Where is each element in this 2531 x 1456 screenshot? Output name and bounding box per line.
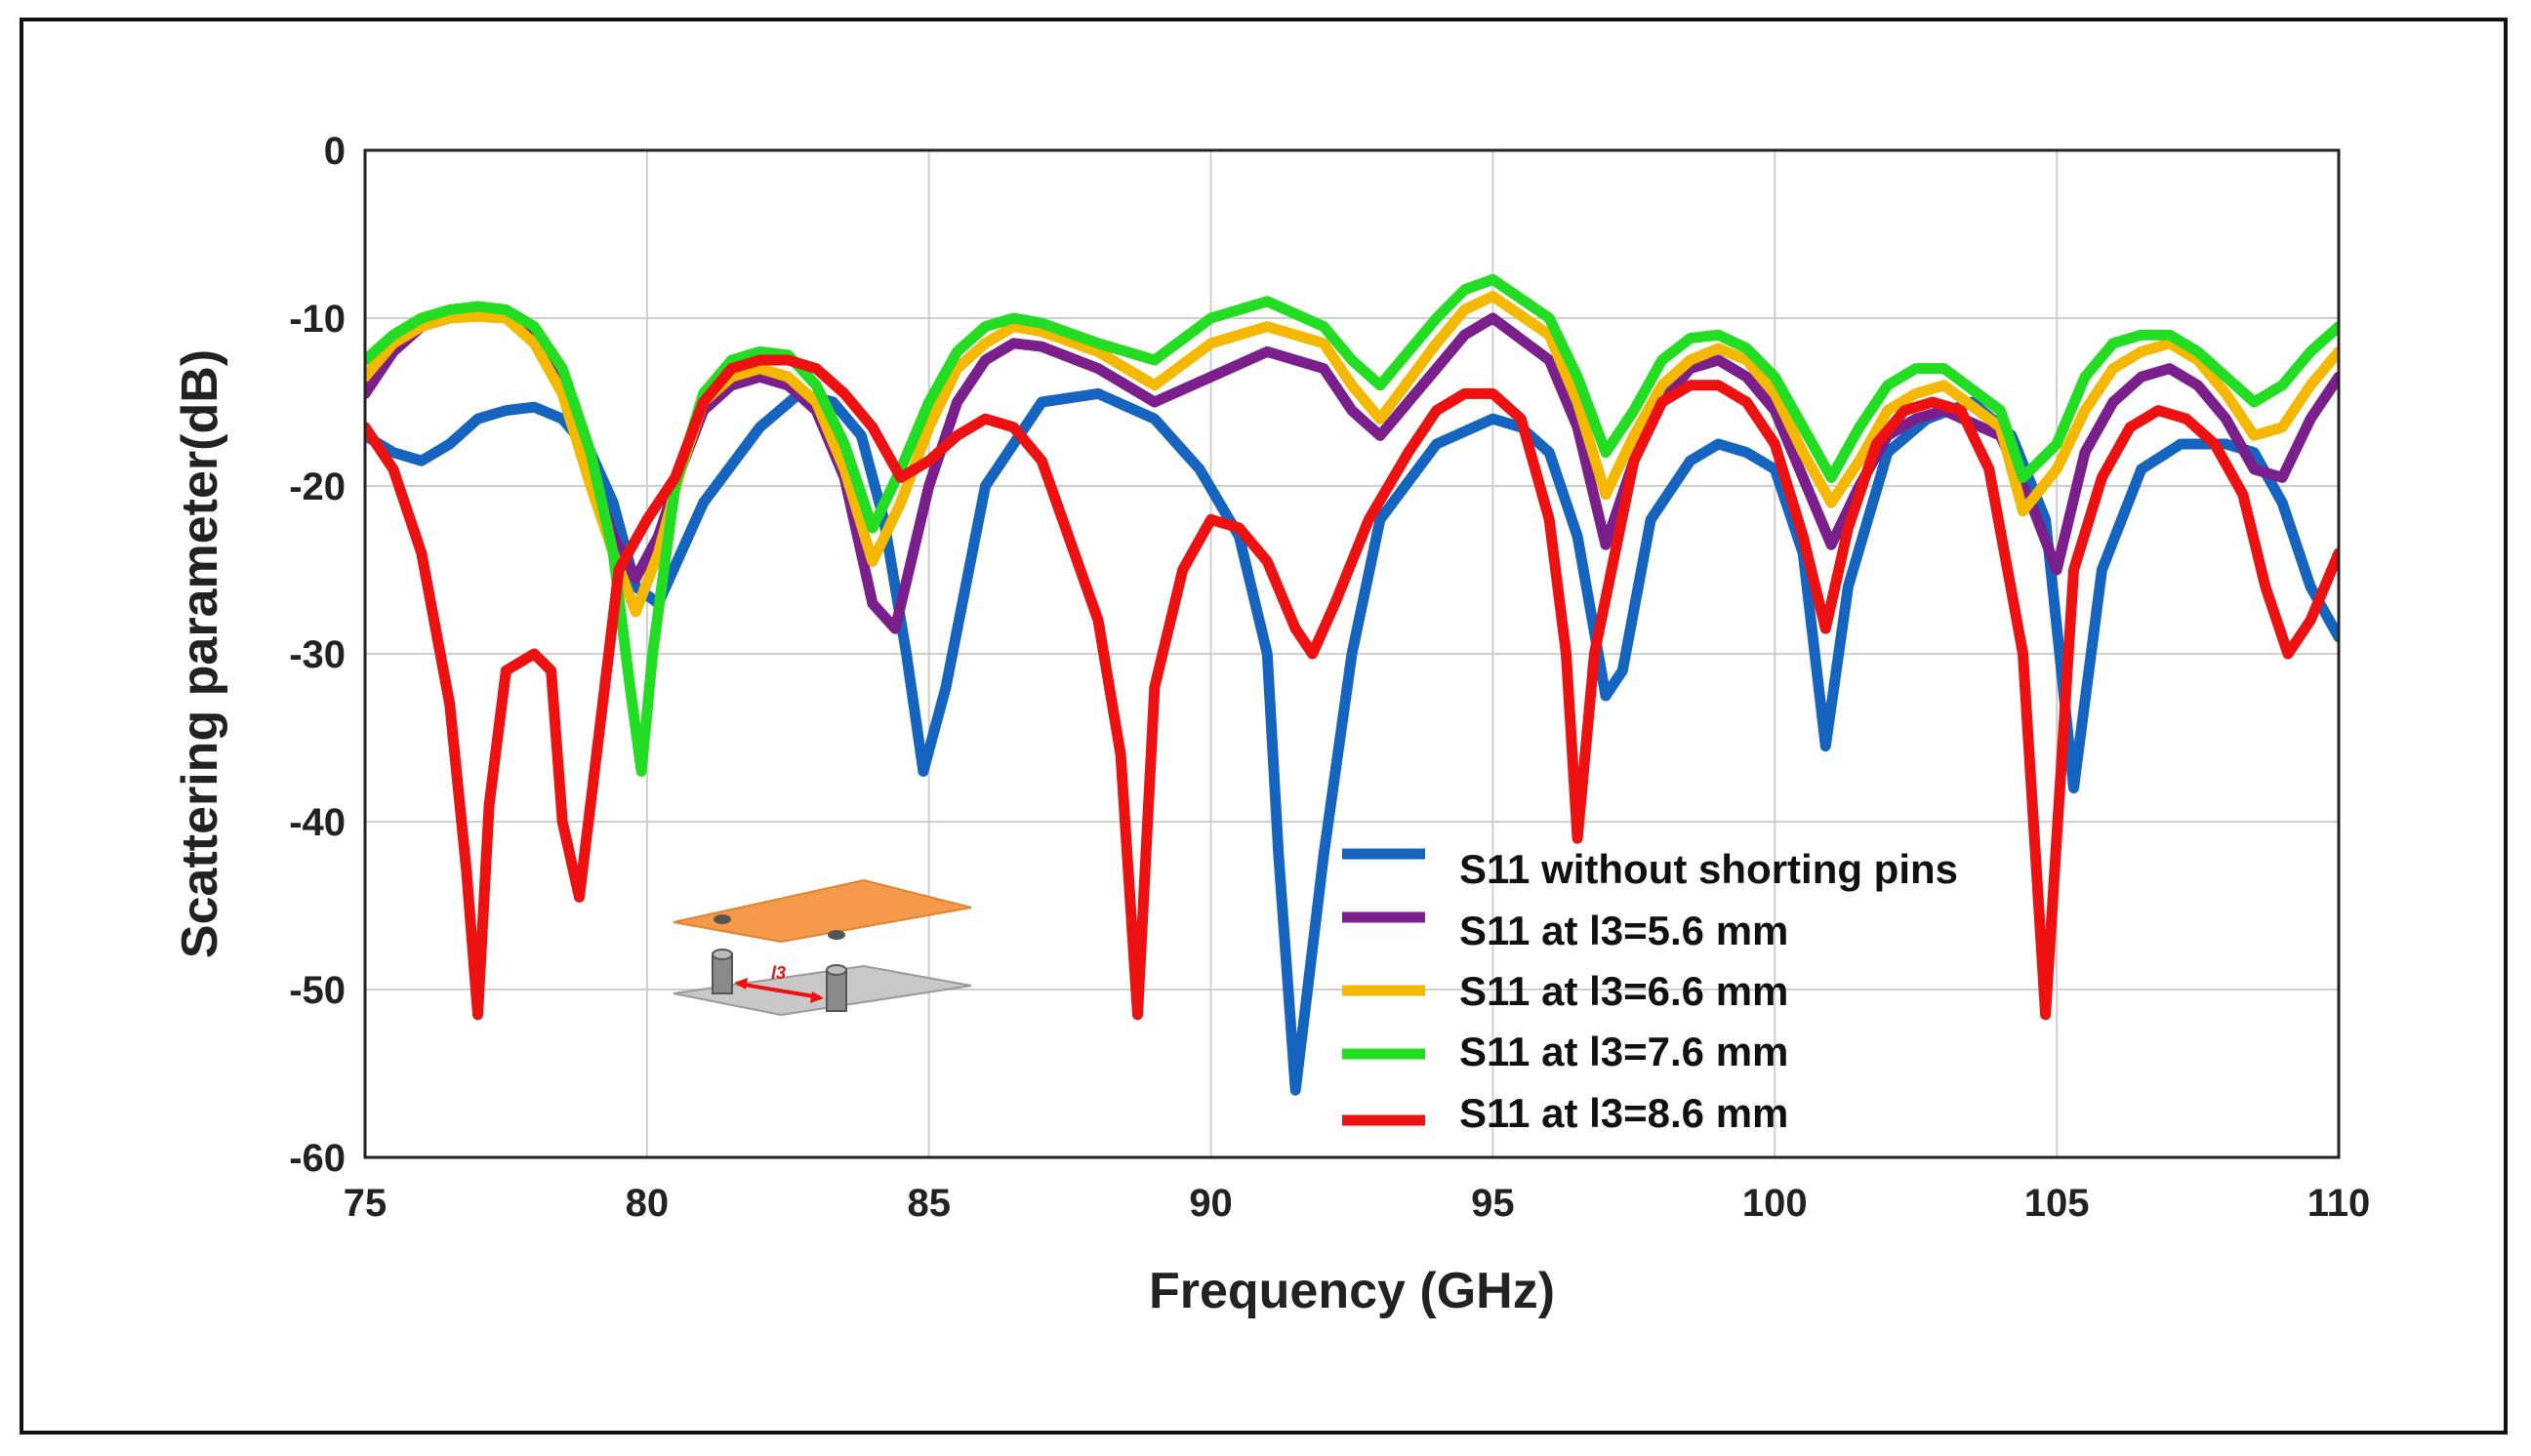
x-axis-title: Frequency (GHz) bbox=[1149, 1263, 1555, 1319]
y-tick-label: -10 bbox=[289, 298, 346, 341]
y-tick-label: -60 bbox=[289, 1137, 346, 1180]
legend-label-l3-6-6: S11 at l3=6.6 mm bbox=[1459, 968, 1788, 1014]
series-line-2 bbox=[365, 291, 2339, 618]
x-tick-label: 90 bbox=[1189, 1182, 1233, 1225]
y-tick-label: -40 bbox=[289, 801, 346, 844]
inset-distance-arrow bbox=[737, 982, 821, 999]
inset-arrowhead-left bbox=[734, 978, 748, 990]
legend-label-l3-5-6: S11 at l3=5.6 mm bbox=[1459, 908, 1788, 953]
series-line-1 bbox=[365, 305, 2339, 634]
tick-labels: 75 80 85 90 95 100 105 110 0 -10 -20 -30 -40 -50 -60 bbox=[289, 130, 2370, 1225]
legend: S11 without shorting pins S11 at l3=5.6 … bbox=[1342, 846, 1958, 1136]
y-tick-label: -30 bbox=[289, 633, 346, 676]
series-layer bbox=[365, 273, 2339, 1096]
inset-top-plate bbox=[673, 878, 972, 944]
inset-pin-right bbox=[826, 930, 847, 1012]
legend-label-s11-without-pins: S11 without shorting pins bbox=[1459, 846, 1958, 892]
x-tick-label: 75 bbox=[344, 1182, 388, 1225]
series-line-4 bbox=[365, 354, 2339, 1021]
series-line-3 bbox=[365, 273, 2339, 777]
y-tick-label: -50 bbox=[289, 969, 346, 1012]
inset-pin-left bbox=[712, 914, 733, 994]
y-tick-label: 0 bbox=[324, 130, 346, 173]
inset-arrowhead-right bbox=[810, 991, 824, 1003]
y-tick-label: -20 bbox=[289, 465, 346, 508]
x-tick-label: 95 bbox=[1471, 1182, 1515, 1225]
x-tick-label: 100 bbox=[1742, 1182, 1808, 1225]
x-tick-label: 110 bbox=[2307, 1182, 2371, 1225]
inset-pin-illustration: l3 bbox=[673, 878, 972, 1017]
inset-ground-plate bbox=[673, 964, 972, 1017]
legend-label-l3-7-6: S11 at l3=7.6 mm bbox=[1459, 1029, 1788, 1074]
x-tick-label: 105 bbox=[2024, 1182, 2090, 1225]
y-axis-title: Scattering parameter(dB) bbox=[172, 349, 228, 958]
inset-distance-label: l3 bbox=[771, 963, 786, 983]
plot-border bbox=[363, 148, 2341, 1159]
x-tick-label: 80 bbox=[626, 1182, 670, 1225]
x-tick-label: 85 bbox=[907, 1182, 951, 1225]
legend-label-l3-8-6: S11 at l3=8.6 mm bbox=[1459, 1090, 1788, 1136]
